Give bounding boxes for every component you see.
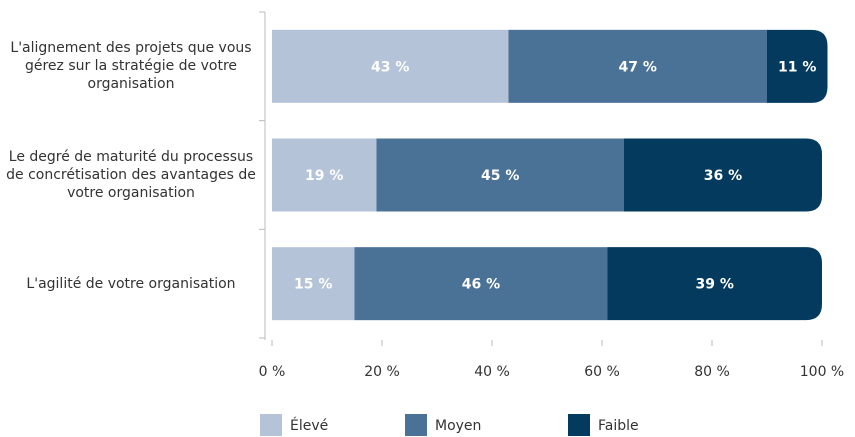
x-tick-label: 40 % — [474, 364, 510, 380]
legend-label: Moyen — [435, 418, 481, 434]
bar-segment — [272, 138, 377, 212]
data-label: 39 % — [696, 277, 734, 293]
category-label: L'alignement des projets que vous gérez … — [10, 40, 252, 93]
legend-label: Élevé — [290, 417, 328, 434]
category-label: Le degré de maturité du processus de con… — [6, 149, 256, 201]
bar-segment — [272, 247, 355, 321]
data-label: 47 % — [619, 59, 657, 75]
legend-swatch — [260, 414, 282, 436]
data-label: 15 % — [294, 277, 332, 293]
bar-segment — [767, 29, 828, 103]
bar-segment — [508, 29, 767, 103]
bar-segment — [354, 247, 608, 321]
data-label: 36 % — [704, 168, 742, 184]
data-label: 46 % — [462, 277, 500, 293]
x-tick-label: 0 % — [259, 364, 286, 380]
legend-swatch — [405, 414, 427, 436]
bar-segment — [376, 138, 624, 212]
data-label: 45 % — [481, 168, 519, 184]
data-label: 11 % — [778, 59, 816, 75]
data-label: 19 % — [305, 168, 343, 184]
x-tick-label: 20 % — [364, 364, 400, 380]
bar-segment — [272, 29, 509, 103]
bar-segment — [624, 138, 822, 212]
bar-segment — [607, 247, 822, 321]
x-tick-label: 80 % — [694, 364, 730, 380]
category-label: L'agilité de votre organisation — [26, 275, 236, 292]
x-tick-label: 60 % — [584, 364, 620, 380]
legend-swatch — [568, 414, 590, 436]
legend-label: Faible — [598, 418, 639, 434]
x-tick-label: 100 % — [800, 364, 844, 380]
data-label: 43 % — [371, 59, 409, 75]
